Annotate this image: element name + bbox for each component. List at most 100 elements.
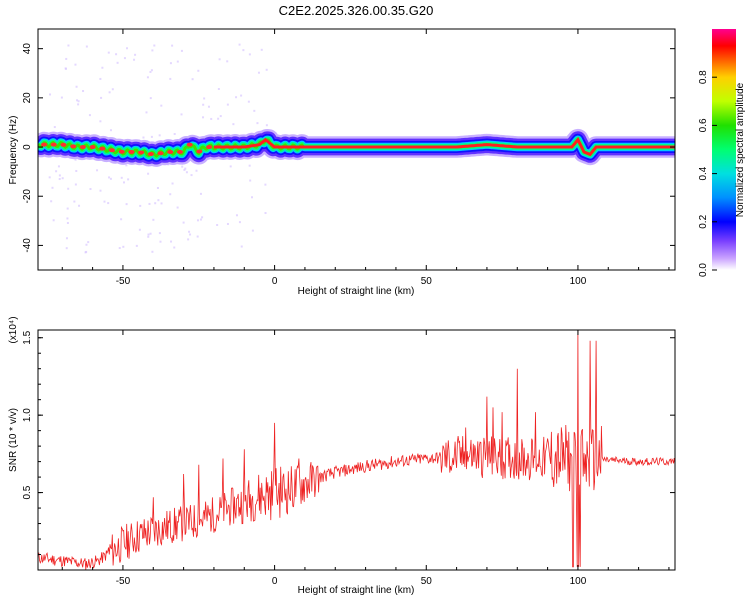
noise-speck bbox=[101, 66, 104, 69]
noise-speck bbox=[176, 206, 179, 209]
noise-speck bbox=[100, 96, 103, 99]
noise-speck bbox=[49, 93, 52, 96]
noise-speck bbox=[180, 49, 183, 52]
noise-speck bbox=[169, 62, 172, 65]
noise-speck bbox=[145, 111, 148, 114]
noise-speck bbox=[74, 63, 77, 66]
snr-series-line bbox=[38, 330, 675, 570]
noise-speck bbox=[242, 49, 245, 52]
colorbar-tick-label: 0.6 bbox=[698, 118, 709, 132]
noise-speck bbox=[257, 71, 260, 74]
snr-line-group bbox=[38, 330, 675, 570]
noise-speck bbox=[217, 117, 220, 120]
noise-speck bbox=[74, 183, 77, 186]
noise-speck bbox=[188, 230, 191, 233]
spectrogram-data bbox=[38, 43, 675, 254]
noise-speck bbox=[226, 222, 229, 225]
noise-speck bbox=[73, 200, 76, 203]
x-tick-label: 0 bbox=[272, 276, 278, 287]
noise-speck bbox=[152, 218, 155, 221]
noise-speck bbox=[65, 247, 68, 250]
ridge-peak bbox=[99, 146, 106, 151]
spectrogram-x-axis-label: Height of straight line (km) bbox=[298, 286, 415, 297]
noise-speck bbox=[160, 202, 163, 205]
noise-speck bbox=[77, 103, 80, 106]
noise-speck bbox=[182, 221, 185, 224]
noise-speck bbox=[85, 243, 88, 246]
noise-speck bbox=[58, 178, 61, 181]
noise-speck bbox=[99, 120, 102, 123]
noise-speck bbox=[217, 88, 220, 91]
noise-speck bbox=[169, 77, 172, 80]
noise-speck bbox=[55, 170, 58, 173]
noise-speck bbox=[149, 232, 152, 235]
ridge-peak bbox=[89, 145, 96, 150]
noise-speck bbox=[76, 99, 79, 102]
noise-speck bbox=[138, 228, 141, 231]
noise-speck bbox=[133, 58, 136, 61]
noise-speck bbox=[184, 167, 187, 170]
noise-speck bbox=[218, 58, 221, 61]
noise-speck bbox=[85, 250, 88, 253]
colorbar-tick-label: 0.4 bbox=[698, 166, 709, 180]
noise-speck bbox=[149, 70, 152, 73]
noise-speck bbox=[123, 181, 126, 184]
colorbar-label: Normalized spectral amplitude bbox=[735, 82, 746, 217]
noise-speck bbox=[150, 135, 153, 138]
noise-speck bbox=[248, 164, 251, 167]
noise-speck bbox=[235, 96, 238, 99]
noise-speck bbox=[125, 164, 128, 167]
ridge-peak bbox=[41, 142, 48, 147]
noise-speck bbox=[109, 129, 112, 132]
noise-speck bbox=[53, 126, 56, 129]
noise-speck bbox=[240, 245, 243, 248]
noise-speck bbox=[135, 244, 138, 247]
noise-speck bbox=[210, 117, 213, 120]
noise-speck bbox=[265, 124, 268, 127]
y-tick-label: 0 bbox=[22, 144, 33, 150]
x-tick-label: 100 bbox=[570, 576, 587, 587]
noise-speck bbox=[202, 103, 205, 106]
spectrogram-y-ticks: -40 -20 0 20 40 bbox=[22, 43, 675, 253]
noise-speck bbox=[201, 216, 204, 219]
noise-speck bbox=[157, 199, 160, 202]
noise-speck bbox=[171, 182, 174, 185]
spectrogram-frame bbox=[37, 28, 676, 271]
noise-speck bbox=[48, 176, 51, 179]
noise-speck bbox=[77, 100, 80, 103]
noise-speck bbox=[120, 218, 123, 221]
noise-speck bbox=[240, 94, 243, 97]
noise-speck bbox=[203, 97, 206, 100]
noise-speck bbox=[251, 229, 254, 232]
noise-speck bbox=[159, 240, 162, 243]
ridge-peak bbox=[206, 145, 213, 150]
noise-speck bbox=[99, 189, 102, 192]
noise-speck bbox=[235, 214, 238, 217]
noise-speck bbox=[256, 122, 259, 125]
ridge-peak bbox=[196, 149, 203, 154]
colorbar-tick-label: 0.8 bbox=[698, 70, 709, 84]
y-tick-label: 40 bbox=[22, 43, 33, 55]
y-tick-label: 20 bbox=[22, 92, 33, 104]
noise-speck bbox=[202, 116, 205, 119]
noise-speck bbox=[122, 245, 125, 248]
noise-speck bbox=[146, 76, 149, 79]
noise-speck bbox=[89, 188, 92, 191]
noise-speck bbox=[50, 200, 53, 203]
noise-speck bbox=[253, 109, 256, 112]
noise-speck bbox=[87, 241, 90, 244]
noise-speck bbox=[60, 96, 63, 99]
colorbar-gradient bbox=[712, 29, 736, 270]
noise-speck bbox=[67, 187, 70, 190]
snr-frame bbox=[37, 329, 676, 571]
colorbar: 0.0 0.2 0.4 0.6 0.8 Normalized spectral ampl… bbox=[698, 29, 746, 277]
noise-speck bbox=[232, 123, 235, 126]
noise-speck bbox=[173, 133, 176, 136]
noise-speck bbox=[147, 235, 150, 238]
noise-speck bbox=[185, 171, 188, 174]
noise-speck bbox=[260, 48, 263, 51]
snr-x-axis-label: Height of straight line (km) bbox=[298, 585, 415, 596]
noise-speck bbox=[123, 57, 126, 60]
x-tick-label: 50 bbox=[421, 276, 433, 287]
noise-speck bbox=[171, 44, 174, 47]
